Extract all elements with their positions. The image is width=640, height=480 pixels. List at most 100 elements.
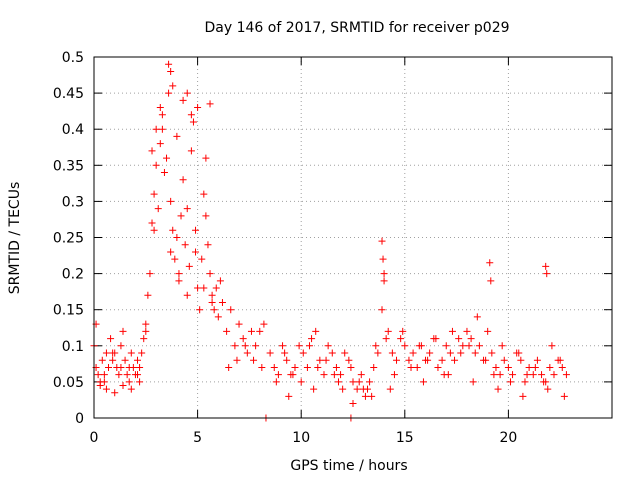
data-point — [303, 363, 311, 371]
data-point — [407, 363, 415, 371]
data-point — [475, 342, 483, 350]
data-point — [202, 212, 210, 220]
data-point — [102, 385, 110, 393]
data-point — [160, 169, 168, 177]
data-point — [144, 291, 152, 299]
data-point — [177, 212, 185, 220]
data-point — [192, 248, 200, 256]
data-point — [127, 349, 135, 357]
data-point — [322, 356, 330, 364]
data-point — [349, 400, 357, 408]
data-point — [426, 349, 434, 357]
data-point — [181, 241, 189, 249]
y-tick-label: 0.2 — [62, 267, 84, 283]
data-point — [274, 371, 282, 379]
data-point — [142, 327, 150, 335]
data-point — [140, 335, 148, 343]
data-point — [488, 349, 496, 357]
data-point — [109, 349, 117, 357]
data-point — [517, 356, 525, 364]
data-point — [239, 335, 247, 343]
data-point — [252, 342, 260, 350]
data-point — [469, 378, 477, 386]
data-point — [310, 385, 318, 393]
data-point — [281, 349, 289, 357]
data-point — [393, 356, 401, 364]
data-point — [467, 335, 475, 343]
data-point — [401, 342, 409, 350]
data-point — [386, 385, 394, 393]
data-point — [540, 378, 548, 386]
chart-title: Day 146 of 2017, SRMTID for receiver p02… — [204, 20, 509, 36]
data-point — [409, 349, 417, 357]
data-point — [305, 342, 313, 350]
data-point — [463, 327, 471, 335]
x-tick-label: 5 — [193, 430, 202, 446]
y-axis-title: SRMTID / TECUs — [7, 182, 23, 295]
data-point — [366, 378, 374, 386]
data-point — [438, 356, 446, 364]
data-point — [266, 349, 274, 357]
data-point — [289, 371, 297, 379]
data-point — [308, 335, 316, 343]
data-point — [107, 335, 115, 343]
x-tick-label: 20 — [499, 430, 517, 446]
data-point — [173, 234, 181, 241]
data-point — [204, 241, 212, 249]
data-point — [506, 378, 514, 386]
y-tick-label: 0.4 — [62, 122, 84, 138]
data-point — [457, 349, 465, 357]
data-point — [297, 378, 305, 386]
data-point — [544, 385, 552, 393]
data-point — [100, 378, 108, 386]
data-point — [148, 219, 156, 227]
data-point — [194, 284, 202, 292]
data-point — [214, 313, 222, 321]
data-point — [490, 371, 498, 379]
data-point — [419, 378, 427, 386]
data-point — [316, 356, 324, 364]
data-point — [169, 82, 177, 90]
data-point — [100, 371, 108, 379]
data-point — [179, 176, 187, 184]
x-tick-label: 0 — [90, 430, 99, 446]
data-point — [98, 356, 106, 364]
data-point — [163, 154, 171, 162]
data-point — [119, 382, 127, 390]
data-point — [136, 363, 144, 371]
data-point — [320, 371, 328, 379]
data-point — [138, 349, 146, 357]
data-point — [448, 327, 456, 335]
data-point — [515, 349, 523, 357]
data-point — [397, 335, 405, 343]
data-point — [550, 371, 558, 379]
data-point — [353, 385, 361, 393]
data-point — [117, 342, 125, 350]
data-point — [378, 237, 386, 245]
data-point — [451, 356, 459, 364]
y-tick-label: 0.05 — [53, 375, 84, 391]
data-point — [233, 356, 241, 364]
data-point — [295, 342, 303, 350]
data-point — [339, 385, 347, 393]
data-point — [529, 371, 537, 379]
data-point — [169, 226, 177, 234]
data-point — [192, 226, 200, 234]
data-point — [523, 371, 531, 379]
data-point — [189, 118, 197, 126]
data-point — [136, 378, 144, 386]
y-tick-label: 0.15 — [53, 303, 84, 319]
axis-labels: 0 0.05 0.1 0.15 0.2 0.25 0.3 0.35 0.4 0.45 0.5 0 5 10… — [53, 50, 517, 446]
data-point — [206, 270, 214, 278]
data-point — [158, 125, 166, 133]
data-point — [158, 111, 166, 119]
data-point — [200, 284, 208, 292]
data-point — [111, 389, 119, 397]
data-point — [129, 363, 137, 371]
data-point — [299, 349, 307, 357]
data-point — [405, 356, 413, 364]
data-point — [368, 392, 376, 400]
data-point — [357, 371, 365, 379]
data-point — [198, 255, 206, 263]
data-point — [258, 363, 266, 371]
